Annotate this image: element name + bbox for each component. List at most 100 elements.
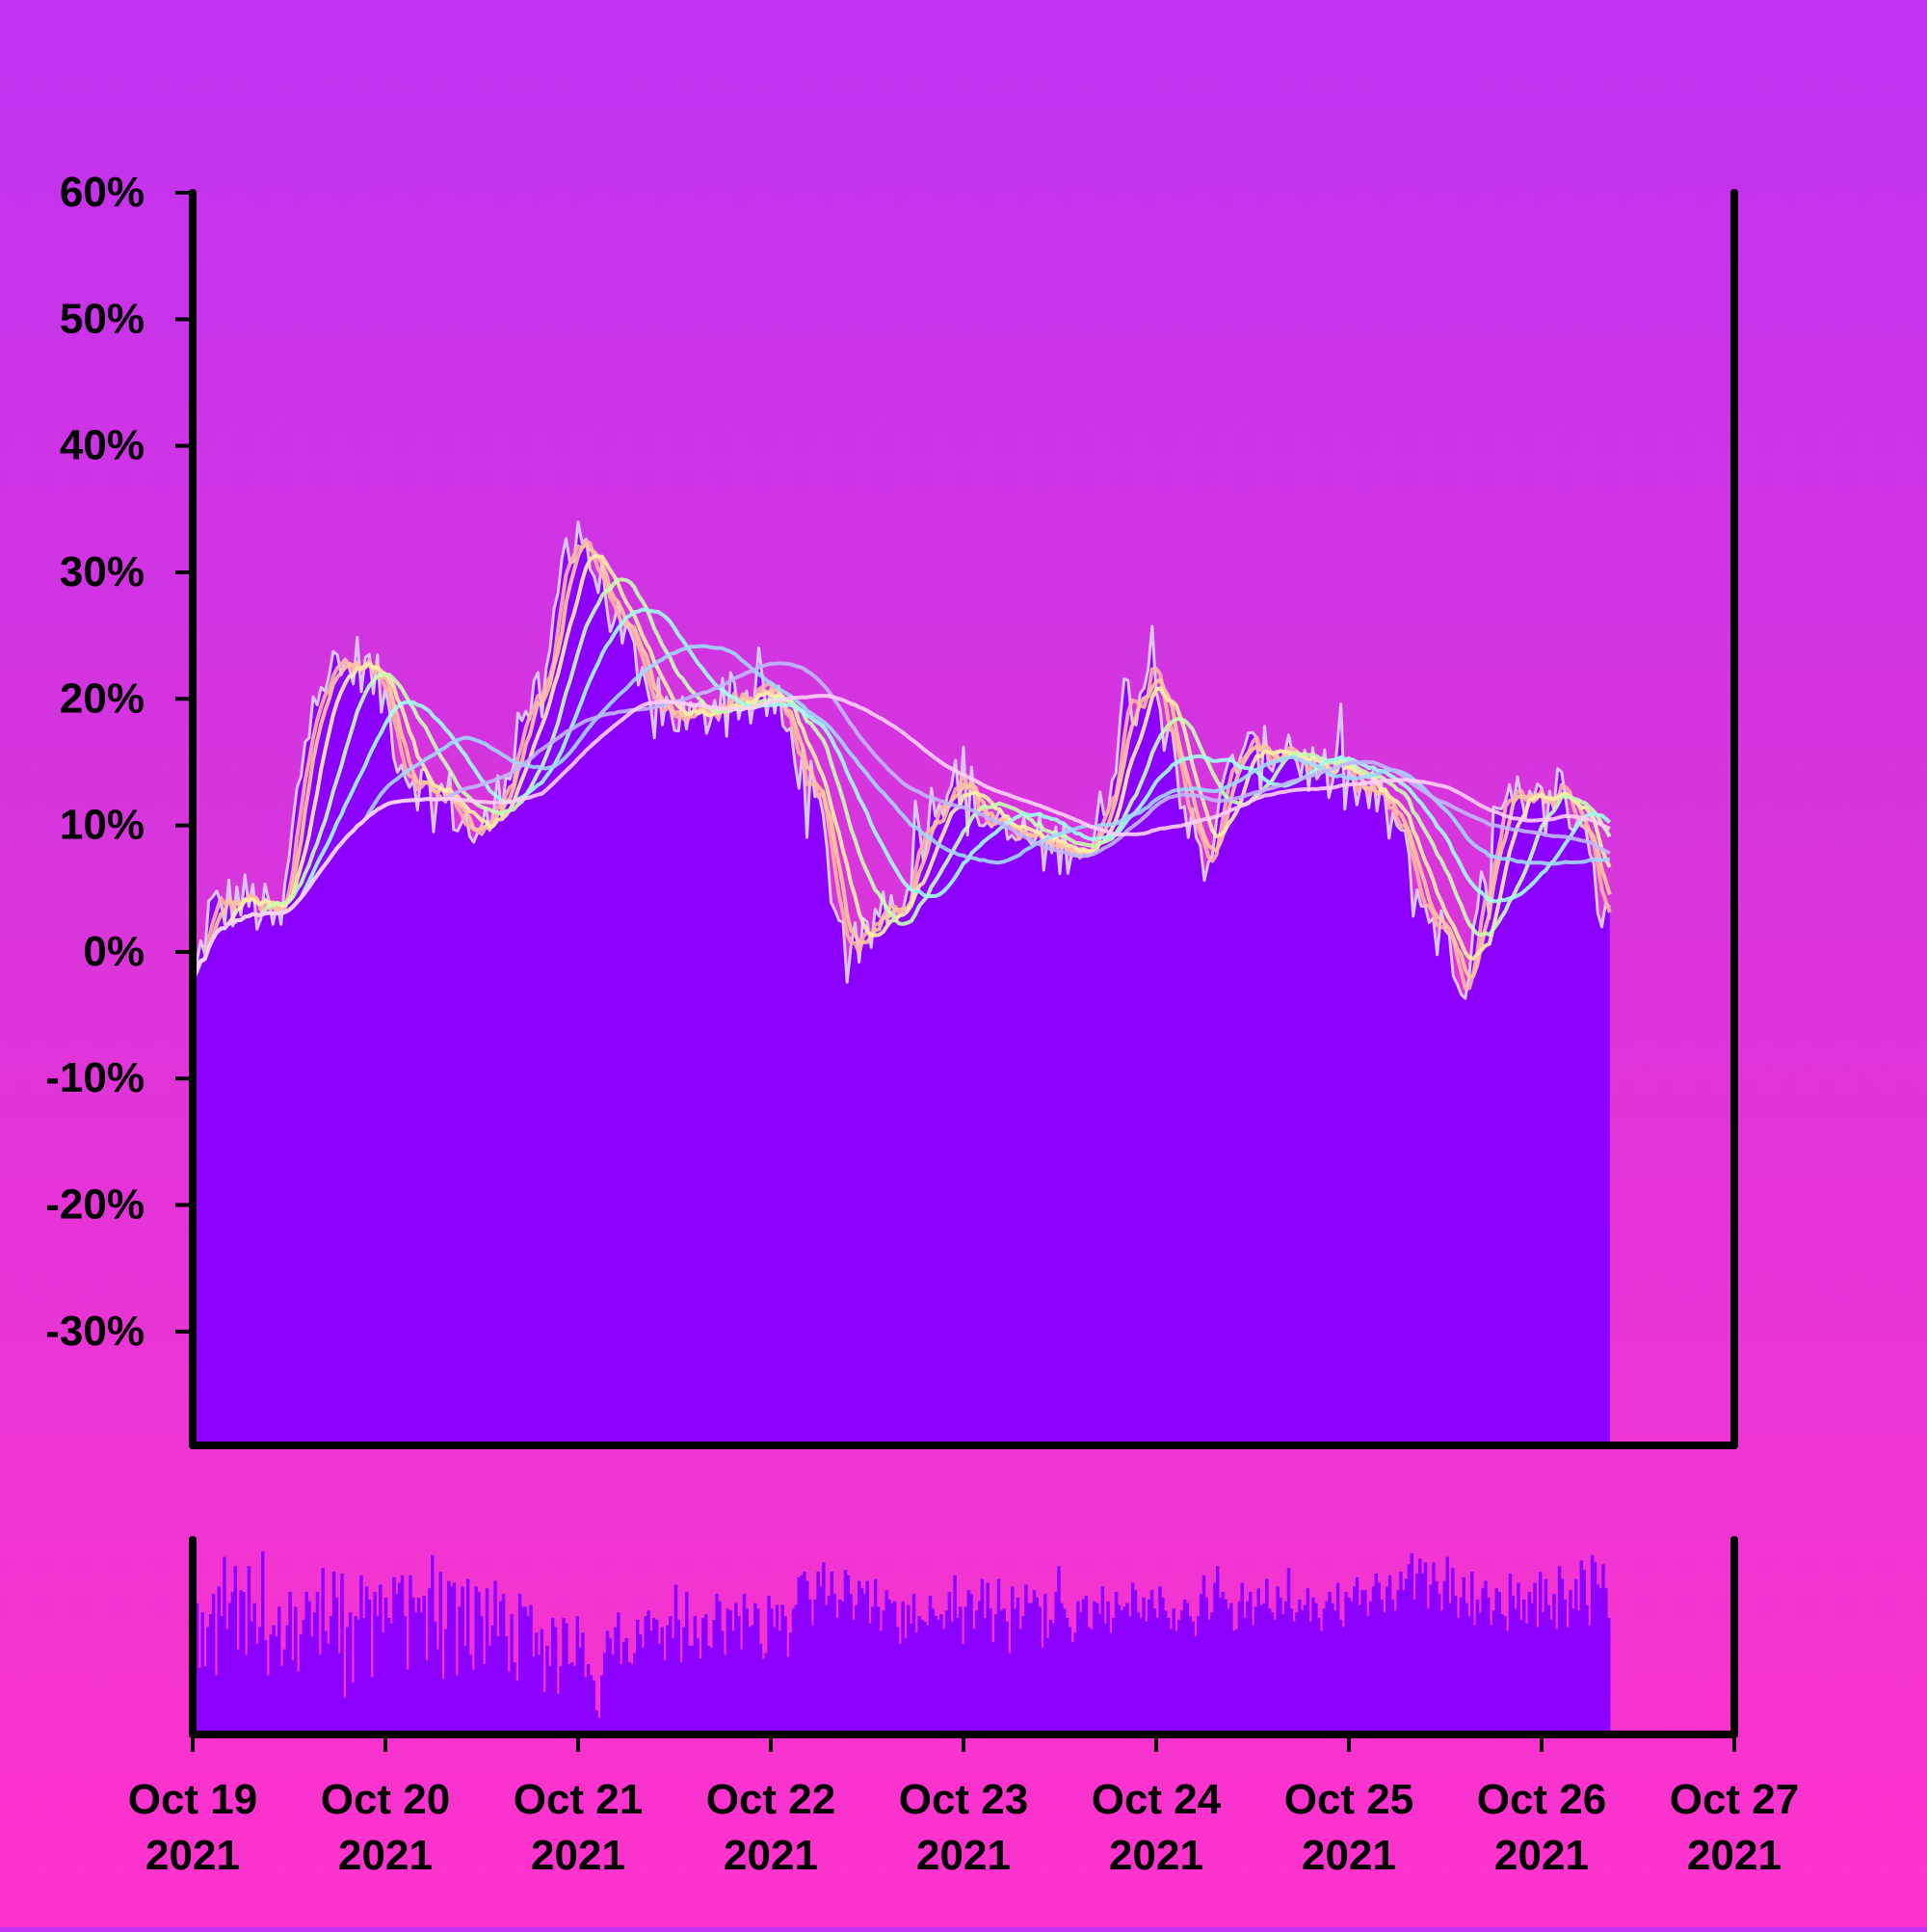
volume-bar [647, 1610, 650, 1734]
volume-bar [890, 1602, 894, 1734]
volume-bar [1210, 1612, 1214, 1734]
volume-bar [1175, 1630, 1178, 1734]
volume-bar [755, 1608, 760, 1734]
volume-bar [1215, 1566, 1220, 1734]
volume-bar [379, 1584, 383, 1734]
x-tick-label-date: Oct 22 [706, 1776, 836, 1823]
volume-bar [592, 1681, 595, 1734]
x-tick-label-year: 2021 [1109, 1832, 1203, 1879]
volume-bar [334, 1597, 339, 1734]
volume-bar [1273, 1619, 1278, 1734]
volume-bar [1087, 1627, 1091, 1734]
volume-bar [1029, 1602, 1034, 1734]
volume-bar [1041, 1647, 1044, 1734]
volume-bar [465, 1578, 470, 1734]
volume-bar [1117, 1604, 1122, 1734]
volume-bar [1390, 1599, 1395, 1734]
volume-bar [266, 1675, 271, 1734]
volume-bar [343, 1697, 347, 1734]
volume-bar [977, 1601, 982, 1734]
volume-bar [255, 1643, 259, 1734]
volume-bar [275, 1636, 278, 1734]
volume-bar [928, 1596, 933, 1734]
volume-bar [813, 1599, 817, 1734]
volume-bar [1231, 1630, 1236, 1734]
volume-bar [956, 1618, 960, 1734]
volume-bar [279, 1665, 284, 1734]
volume-bar [422, 1596, 426, 1734]
volume-bar [1368, 1601, 1373, 1734]
x-tick-label-year: 2021 [145, 1832, 240, 1879]
volume-bar [211, 1594, 216, 1734]
volume-bar [986, 1582, 990, 1734]
volume-bar [1319, 1630, 1324, 1734]
volume-bar [269, 1634, 273, 1734]
volume-bar [1497, 1592, 1501, 1734]
volume-bar [523, 1606, 528, 1734]
volume-bar [718, 1601, 722, 1734]
volume-bar [849, 1594, 853, 1734]
volume-bar [1341, 1627, 1346, 1734]
volume-bar [1306, 1588, 1310, 1734]
volume-bar [959, 1606, 963, 1734]
volume-bar [331, 1572, 336, 1734]
volume-bar [1360, 1590, 1364, 1734]
volume-bar [972, 1628, 976, 1734]
volume-bar [1596, 1584, 1600, 1734]
volume-bar [1459, 1597, 1464, 1734]
volume-bar [1062, 1608, 1067, 1734]
volume-bar [676, 1619, 681, 1734]
volume-bar [1112, 1618, 1116, 1734]
volume-bar [458, 1606, 462, 1734]
volume-bar [1404, 1578, 1409, 1734]
volume-bar [1292, 1621, 1296, 1734]
volume-bar [517, 1594, 522, 1734]
volume-bar [1322, 1608, 1327, 1734]
volume-bar [217, 1586, 221, 1734]
volume-bar [1265, 1578, 1269, 1734]
volume-bar [351, 1682, 356, 1734]
volume-bar [1387, 1575, 1392, 1734]
volume-bar [723, 1654, 727, 1734]
volume-bar [1164, 1610, 1168, 1734]
volume-bar [392, 1576, 396, 1734]
volume-bar [315, 1592, 320, 1734]
volume-bar [884, 1590, 888, 1734]
volume-bar [537, 1654, 541, 1734]
volume-bar [1106, 1601, 1110, 1734]
volume-bar [277, 1606, 281, 1734]
volume-bar [1035, 1597, 1039, 1734]
volume-bar [907, 1604, 911, 1734]
volume-bar [1435, 1580, 1439, 1734]
volume-bar [980, 1578, 985, 1734]
volume-bar [1254, 1606, 1258, 1734]
moving-average-line-5 [191, 607, 1612, 981]
volume-bar [660, 1627, 664, 1734]
volume-bar [1125, 1602, 1129, 1734]
volume-bar [1453, 1596, 1458, 1734]
volume-bar [1481, 1588, 1485, 1734]
volume-bar [1448, 1602, 1452, 1734]
volume-bar [991, 1642, 995, 1734]
volume-bar [1234, 1628, 1239, 1734]
volume-bar [1048, 1619, 1053, 1734]
volume-bar [1120, 1610, 1124, 1734]
volume-bar [1478, 1612, 1482, 1734]
volume-bar [1237, 1601, 1242, 1734]
volume-bar [737, 1616, 741, 1734]
volume-bar [931, 1608, 936, 1734]
volume-bar [1606, 1618, 1611, 1734]
volume-bar [214, 1675, 219, 1734]
volume-bar [748, 1627, 752, 1734]
volume-bar [209, 1614, 213, 1734]
x-tick-label-date: Oct 25 [1284, 1776, 1414, 1823]
volume-bar [624, 1638, 629, 1734]
volume-bar [1566, 1627, 1570, 1734]
volume-bar [1314, 1602, 1318, 1734]
volume-bar [783, 1616, 787, 1734]
volume-bar [559, 1665, 563, 1734]
volume-bar [1073, 1632, 1077, 1734]
volume-bar [1276, 1586, 1280, 1734]
volume-bar [230, 1592, 235, 1734]
volume-bar [488, 1645, 492, 1734]
